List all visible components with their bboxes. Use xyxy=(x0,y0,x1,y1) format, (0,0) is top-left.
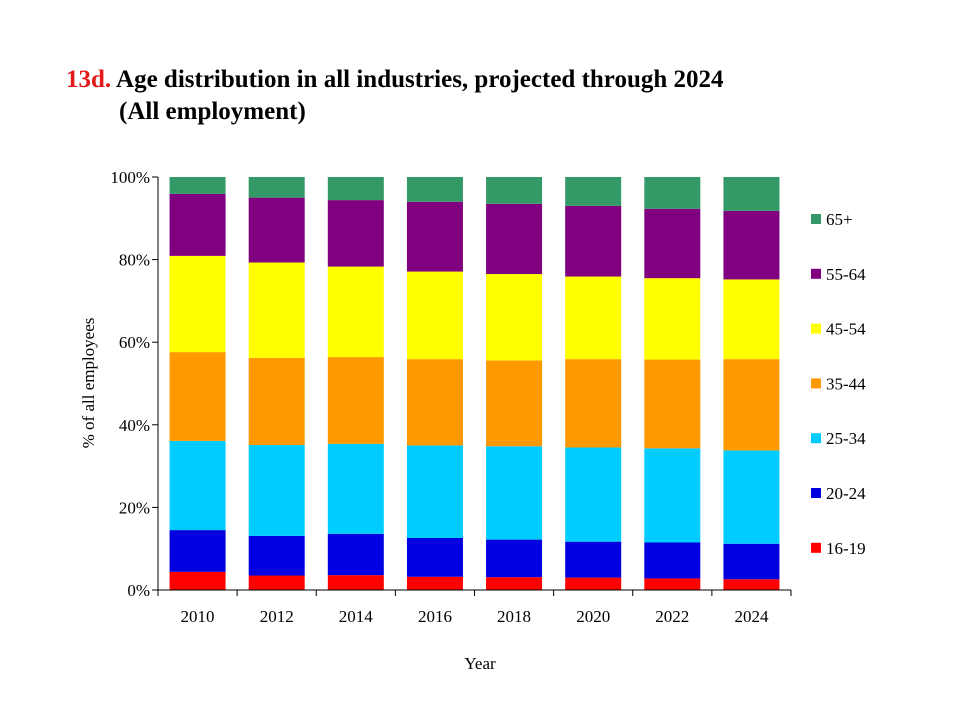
y-tick-label: 20% xyxy=(119,498,150,517)
y-tick-label: 40% xyxy=(119,416,150,435)
legend-swatch-25-34 xyxy=(811,433,821,444)
chart-title-line1: Age distribution in all industries, proj… xyxy=(116,66,724,93)
x-tick-label: 2018 xyxy=(497,607,531,626)
legend-swatch-55-64 xyxy=(811,268,821,279)
chart-title: 13d. Age distribution in all industries,… xyxy=(66,64,724,128)
bar-segment-2018-45-54 xyxy=(486,274,543,361)
legend-swatch-16-19 xyxy=(811,542,821,553)
bar-segment-2012-55-64 xyxy=(248,197,305,263)
bar-segment-2010-20-24 xyxy=(169,530,226,572)
x-tick-label: 2020 xyxy=(576,607,610,626)
bar-segment-2022-25-34 xyxy=(644,448,701,543)
x-tick-label: 2014 xyxy=(339,607,374,626)
chart-number: 13d. xyxy=(66,66,112,93)
legend-label-35-44: 35-44 xyxy=(826,374,866,393)
bar-segment-2014-45-54 xyxy=(327,266,384,358)
bar-segment-2024-20-24 xyxy=(723,543,780,580)
legend-swatch-20-24 xyxy=(811,488,821,498)
bar-segment-2014-16-19 xyxy=(327,575,384,590)
bar-segment-2020-16-19 xyxy=(565,577,622,590)
bar-segment-2018-55-64 xyxy=(486,203,543,275)
bar-segment-2010-45-54 xyxy=(169,255,226,353)
bar-segment-2020-55-64 xyxy=(565,205,622,277)
bar-segment-2012-16-19 xyxy=(248,575,305,590)
bar-segment-2012-35-44 xyxy=(248,357,305,446)
bar-segment-2014-65+ xyxy=(327,177,384,201)
bar-segment-2018-25-34 xyxy=(486,446,543,540)
bar-segment-2024-35-44 xyxy=(723,359,780,451)
bar-segment-2024-55-64 xyxy=(723,210,780,280)
bar-segment-2014-35-44 xyxy=(327,357,384,444)
bar-segment-2016-45-54 xyxy=(406,271,463,360)
bar-segment-2014-55-64 xyxy=(327,200,384,267)
bar-segment-2010-35-44 xyxy=(169,352,226,441)
y-tick-label: 100% xyxy=(110,168,150,187)
bar-segment-2022-65+ xyxy=(644,177,701,209)
bar-segment-2010-65+ xyxy=(169,177,226,194)
legend-swatch-35-44 xyxy=(811,378,821,389)
bar-segment-2010-16-19 xyxy=(169,571,226,590)
legend-label-45-54: 45-54 xyxy=(826,320,866,339)
bar-segment-2016-65+ xyxy=(406,177,463,202)
legend-label-20-24: 20-24 xyxy=(826,484,866,503)
bar-segment-2010-55-64 xyxy=(169,193,226,256)
bar-segment-2018-35-44 xyxy=(486,360,543,447)
bar-segment-2022-55-64 xyxy=(644,208,701,279)
bar-segment-2010-25-34 xyxy=(169,440,226,531)
bar-segment-2024-25-34 xyxy=(723,450,780,544)
legend-swatch-65+ xyxy=(811,214,821,224)
y-tick-label: 0% xyxy=(127,581,150,600)
bar-segment-2016-35-44 xyxy=(406,359,463,446)
legend-label-55-64: 55-64 xyxy=(826,265,866,284)
y-tick-label: 60% xyxy=(119,333,150,352)
bar-segment-2016-16-19 xyxy=(406,576,463,590)
bar-segment-2016-55-64 xyxy=(406,201,463,272)
bar-segment-2016-20-24 xyxy=(406,537,463,577)
legend-swatch-45-54 xyxy=(811,323,821,334)
bar-segment-2014-20-24 xyxy=(327,533,384,576)
x-tick-label: 2016 xyxy=(418,607,452,626)
bar-segment-2012-45-54 xyxy=(248,262,305,358)
bar-segment-2012-20-24 xyxy=(248,535,305,576)
x-tick-label: 2024 xyxy=(734,607,769,626)
bar-segment-2022-20-24 xyxy=(644,542,701,579)
legend-label-65+: 65+ xyxy=(826,210,853,229)
bar-segment-2018-65+ xyxy=(486,177,543,204)
legend-label-25-34: 25-34 xyxy=(826,429,866,448)
bar-segment-2012-25-34 xyxy=(248,445,305,536)
chart-title-line2: (All employment) xyxy=(119,98,306,125)
bar-segment-2024-16-19 xyxy=(723,579,780,590)
x-tick-label: 2022 xyxy=(655,607,689,626)
bar-segment-2020-65+ xyxy=(565,177,622,206)
bar-segment-2020-45-54 xyxy=(565,276,622,360)
bar-segment-2022-35-44 xyxy=(644,359,701,449)
bar-segment-2024-65+ xyxy=(723,177,780,211)
x-tick-label: 2012 xyxy=(260,607,294,626)
bar-segment-2024-45-54 xyxy=(723,279,780,360)
bars-group xyxy=(169,177,780,590)
bar-segment-2012-65+ xyxy=(248,177,305,198)
bar-segment-2020-20-24 xyxy=(565,541,622,578)
y-axis-label: % of all employees xyxy=(79,318,98,449)
x-axis-label: Year xyxy=(464,654,496,673)
bar-segment-2022-45-54 xyxy=(644,278,701,360)
bar-segment-2020-35-44 xyxy=(565,359,622,448)
axes-group: 2010 2012 2014 2016 2018 2020 2022 2024 0% 20% 40%… xyxy=(110,168,792,626)
y-tick-label: 80% xyxy=(119,251,150,270)
bar-segment-2020-25-34 xyxy=(565,447,622,542)
bar-segment-2014-25-34 xyxy=(327,443,384,534)
bar-segment-2018-16-19 xyxy=(486,577,543,590)
x-tick-label: 2010 xyxy=(181,607,215,626)
bar-segment-2018-20-24 xyxy=(486,539,543,578)
legend-label-16-19: 16-19 xyxy=(826,539,866,558)
bar-segment-2022-16-19 xyxy=(644,578,701,590)
bar-segment-2016-25-34 xyxy=(406,445,463,538)
legend: 65+ 55-64 45-54 35-44 25-34 20-24 16-19 xyxy=(811,210,866,558)
